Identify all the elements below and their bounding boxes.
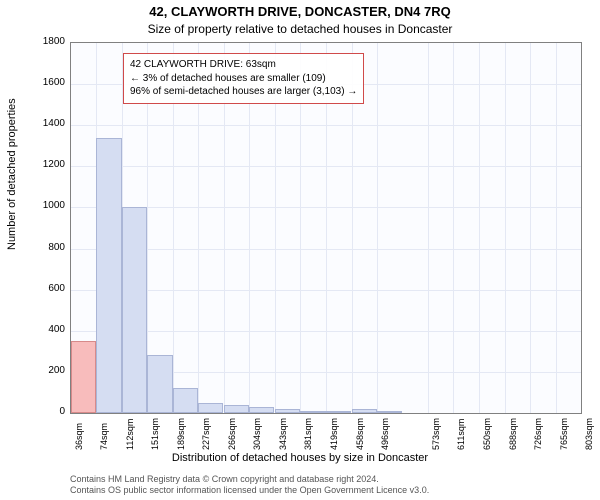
x-tick-label: 381sqm bbox=[303, 418, 313, 450]
x-tick-label: 726sqm bbox=[533, 418, 543, 450]
y-tick-label: 1800 bbox=[35, 36, 65, 47]
x-tick-label: 343sqm bbox=[278, 418, 288, 450]
y-tick-label: 1200 bbox=[35, 159, 65, 170]
x-tick-label: 611sqm bbox=[456, 419, 466, 450]
y-tick-label: 200 bbox=[35, 365, 65, 376]
x-tick-label: 803sqm bbox=[584, 418, 594, 450]
gridline-v bbox=[428, 43, 429, 413]
gridline-v bbox=[453, 43, 454, 413]
y-tick-label: 1000 bbox=[35, 200, 65, 211]
histogram-bar bbox=[173, 388, 198, 413]
x-tick-label: 189sqm bbox=[176, 418, 186, 450]
x-tick-label: 74sqm bbox=[99, 423, 109, 450]
histogram-bar bbox=[326, 411, 351, 413]
histogram-bar bbox=[96, 138, 121, 413]
histogram-bar bbox=[275, 409, 300, 413]
x-tick-label: 266sqm bbox=[227, 418, 237, 450]
attribution-line: Contains HM Land Registry data © Crown c… bbox=[70, 474, 429, 485]
gridline-v bbox=[556, 43, 557, 413]
y-tick-label: 800 bbox=[35, 242, 65, 253]
gridline-v bbox=[479, 43, 480, 413]
annotation-box: 42 CLAYWORTH DRIVE: 63sqm ← 3% of detach… bbox=[123, 53, 364, 104]
histogram-bar bbox=[300, 411, 325, 413]
x-tick-label: 227sqm bbox=[201, 418, 211, 450]
x-tick-label: 112sqm bbox=[125, 419, 135, 450]
attribution-line: Contains OS public sector information li… bbox=[70, 485, 429, 496]
annotation-line: ← 3% of detached houses are smaller (109… bbox=[130, 72, 357, 86]
histogram-bar bbox=[377, 411, 402, 413]
y-tick-label: 600 bbox=[35, 283, 65, 294]
y-tick-label: 400 bbox=[35, 324, 65, 335]
histogram-bar bbox=[147, 355, 172, 413]
x-tick-label: 496sqm bbox=[380, 418, 390, 450]
annotation-line: 42 CLAYWORTH DRIVE: 63sqm bbox=[130, 58, 357, 72]
x-tick-label: 650sqm bbox=[482, 418, 492, 450]
y-tick-label: 1400 bbox=[35, 118, 65, 129]
histogram-bar bbox=[198, 403, 223, 413]
histogram-bar bbox=[224, 405, 249, 413]
annotation-line: 96% of semi-detached houses are larger (… bbox=[130, 85, 357, 99]
x-tick-label: 688sqm bbox=[508, 418, 518, 450]
x-tick-label: 304sqm bbox=[252, 418, 262, 450]
histogram-bar bbox=[71, 341, 96, 413]
x-tick-label: 458sqm bbox=[355, 418, 365, 450]
x-tick-label: 151sqm bbox=[150, 418, 160, 450]
y-tick-label: 1600 bbox=[35, 77, 65, 88]
x-tick-label: 36sqm bbox=[74, 423, 84, 450]
x-tick-label: 573sqm bbox=[431, 418, 441, 450]
x-tick-label: 419sqm bbox=[329, 418, 339, 450]
histogram-bar bbox=[352, 409, 377, 413]
chart-subtitle: Size of property relative to detached ho… bbox=[0, 22, 600, 36]
histogram-plot: 42 CLAYWORTH DRIVE: 63sqm ← 3% of detach… bbox=[70, 42, 582, 414]
y-axis-label: Number of detached properties bbox=[6, 98, 18, 250]
y-tick-label: 0 bbox=[35, 406, 65, 417]
attribution-footer: Contains HM Land Registry data © Crown c… bbox=[70, 474, 429, 497]
histogram-bar bbox=[249, 407, 274, 413]
gridline-v bbox=[505, 43, 506, 413]
gridline-v bbox=[530, 43, 531, 413]
gridline-v bbox=[377, 43, 378, 413]
x-tick-label: 765sqm bbox=[559, 418, 569, 450]
chart-title: 42, CLAYWORTH DRIVE, DONCASTER, DN4 7RQ bbox=[0, 4, 600, 19]
x-axis-label: Distribution of detached houses by size … bbox=[0, 452, 600, 464]
histogram-bar bbox=[122, 207, 147, 413]
